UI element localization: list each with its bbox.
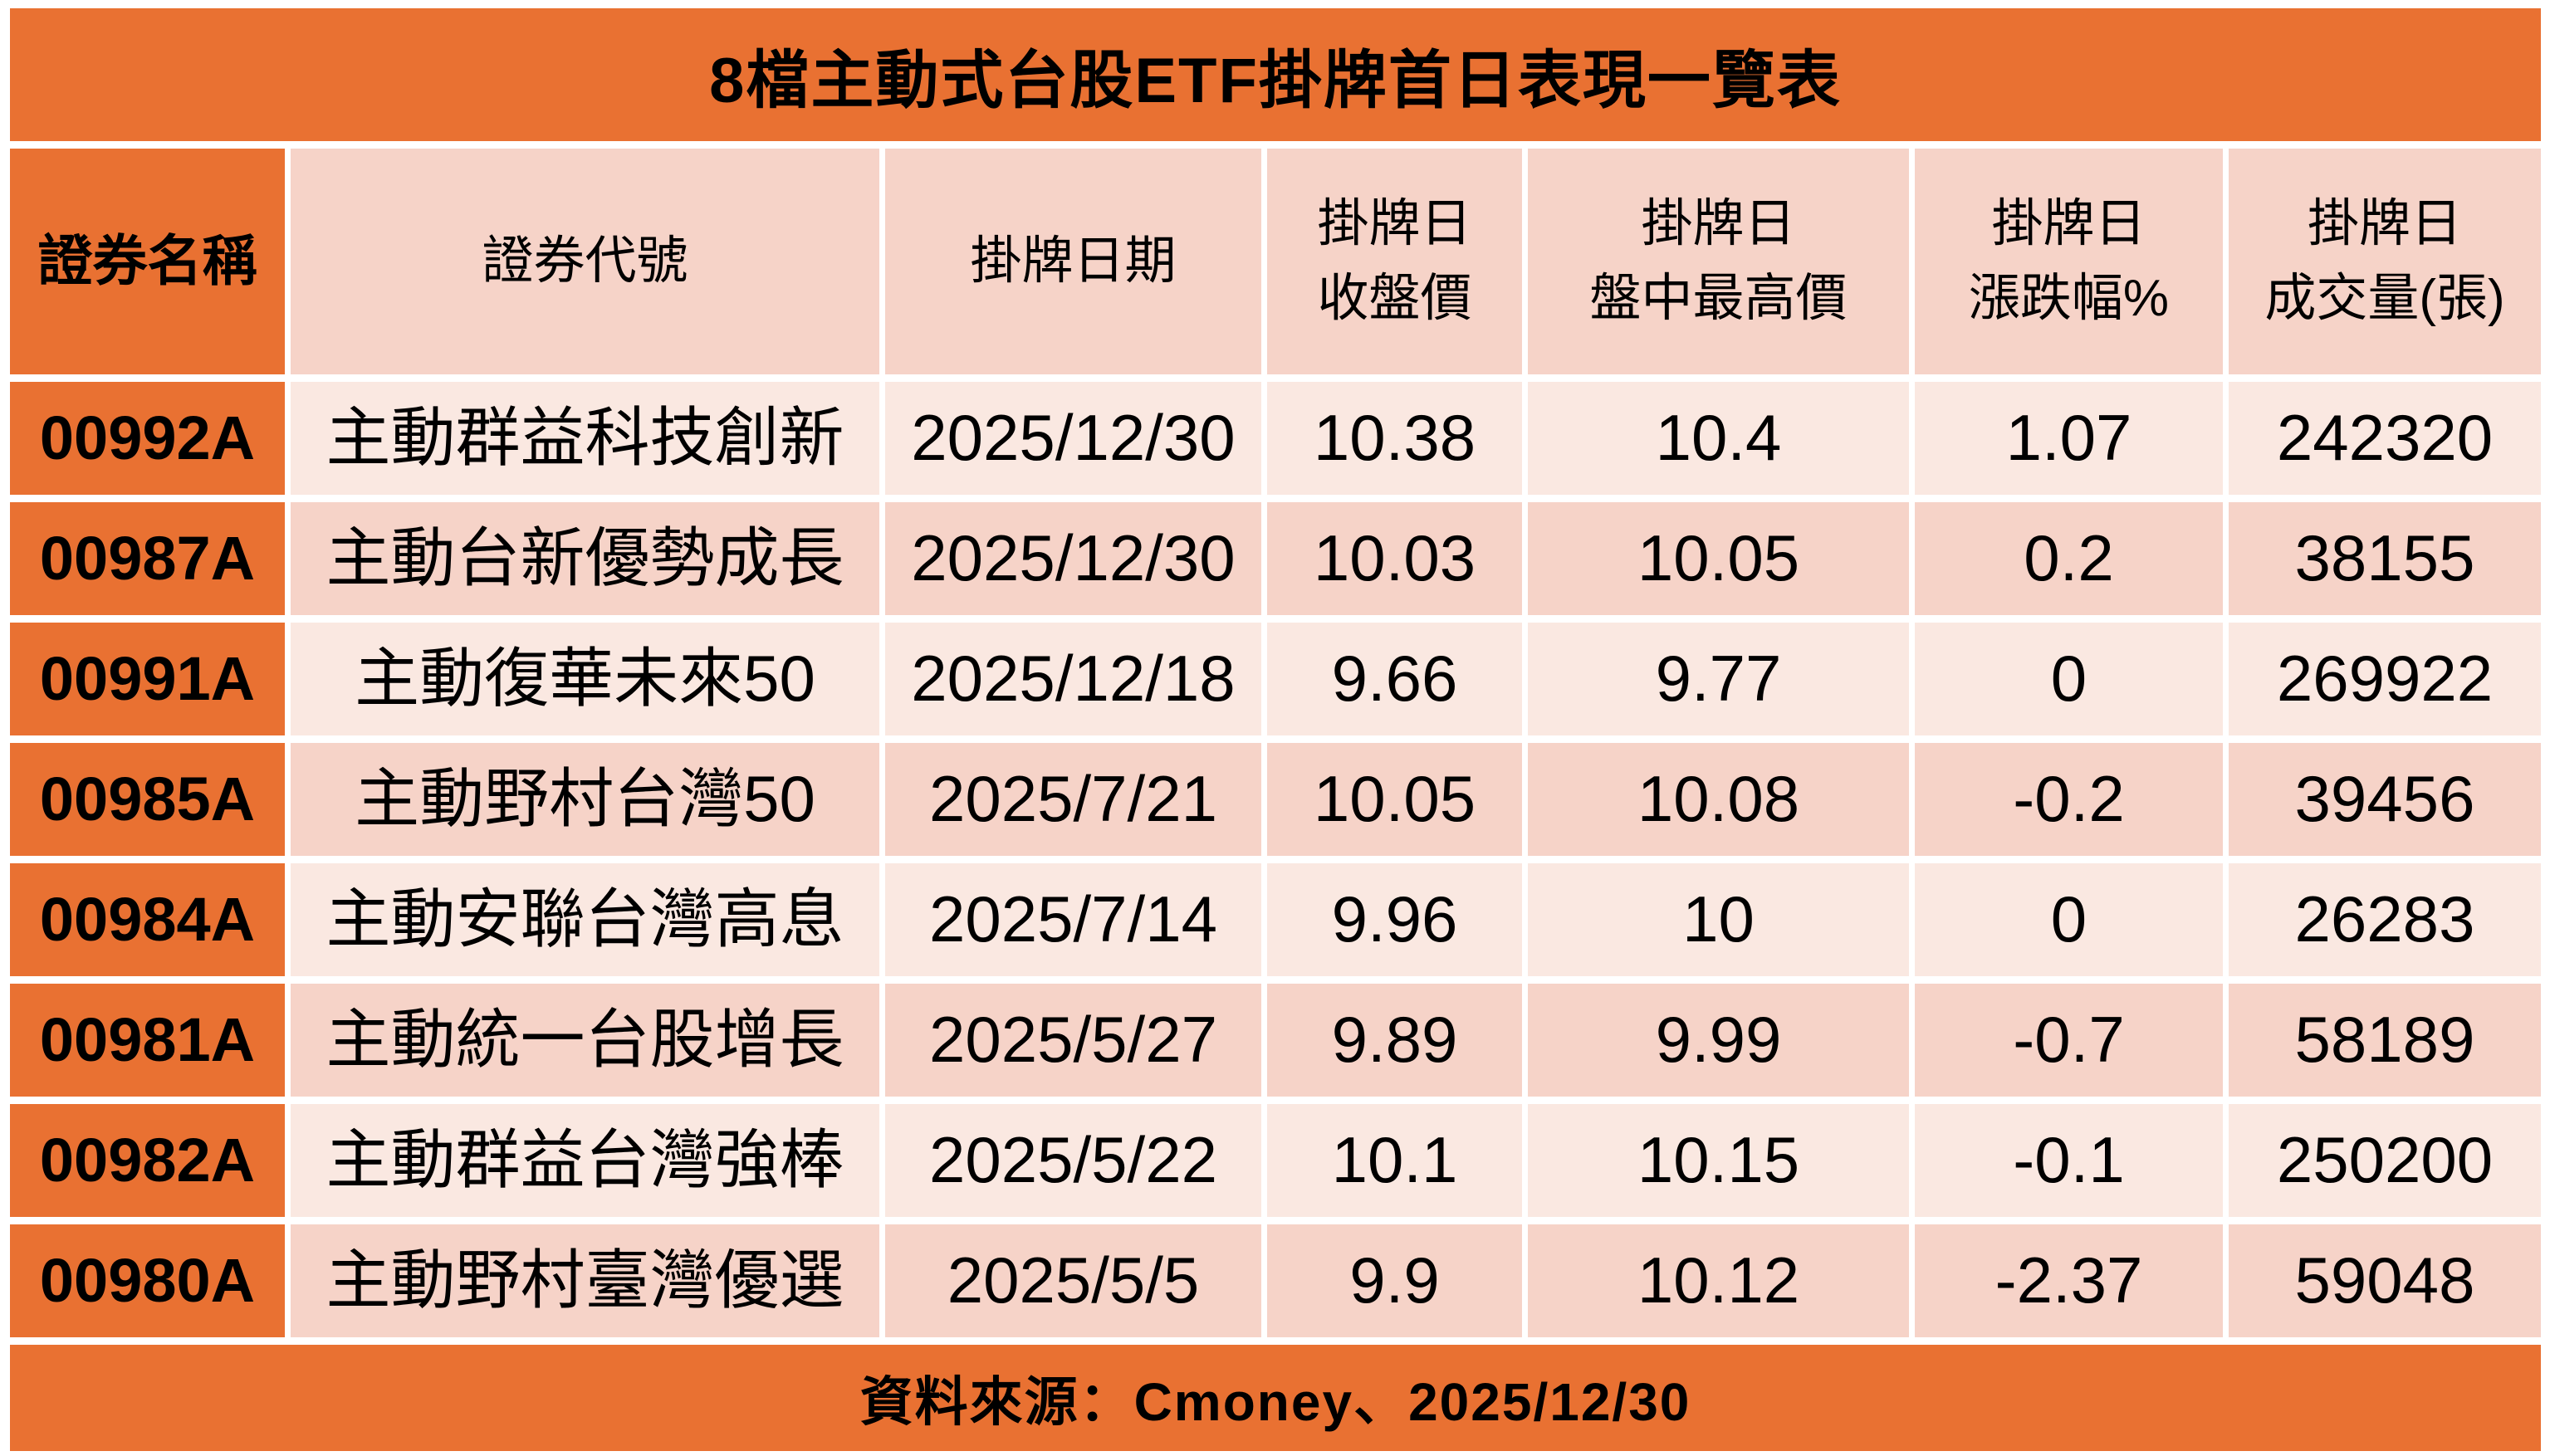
cell-change-row-7: -0.1 <box>1915 1104 2223 1217</box>
cell-high-row-5: 10 <box>1528 863 1909 976</box>
header-cell-code: 證券名稱 <box>10 149 285 374</box>
cell-volume-row-6: 58189 <box>2229 984 2541 1097</box>
cell-change-row-1: 1.07 <box>1915 382 2223 495</box>
cell-name-row-8: 主動野村臺灣優選 <box>291 1224 879 1337</box>
cell-name-row-6: 主動統一台股增長 <box>291 984 879 1097</box>
cell-close-row-1: 10.38 <box>1267 382 1522 495</box>
cell-high-row-1: 10.4 <box>1528 382 1909 495</box>
header-cell-high: 掛牌日 盤中最高價 <box>1528 149 1909 374</box>
cell-code-row-6: 00981A <box>10 984 285 1097</box>
header-cell-date: 掛牌日期 <box>885 149 1261 374</box>
cell-code-row-1: 00992A <box>10 382 285 495</box>
source-note: 資料來源：Cmoney、2025/12/30 <box>10 1345 2541 1451</box>
cell-close-row-6: 9.89 <box>1267 984 1522 1097</box>
cell-date-row-5: 2025/7/14 <box>885 863 1261 976</box>
cell-change-row-5: 0 <box>1915 863 2223 976</box>
cell-change-row-8: -2.37 <box>1915 1224 2223 1337</box>
cell-name-row-3: 主動復華未來50 <box>291 623 879 735</box>
cell-date-row-1: 2025/12/30 <box>885 382 1261 495</box>
cell-volume-row-5: 26283 <box>2229 863 2541 976</box>
cell-volume-row-4: 39456 <box>2229 743 2541 856</box>
cell-code-row-3: 00991A <box>10 623 285 735</box>
cell-close-row-8: 9.9 <box>1267 1224 1522 1337</box>
cell-high-row-7: 10.15 <box>1528 1104 1909 1217</box>
table-title: 8檔主動式台股ETF掛牌首日表現一覽表 <box>10 8 2541 141</box>
cell-volume-row-8: 59048 <box>2229 1224 2541 1337</box>
cell-close-row-5: 9.96 <box>1267 863 1522 976</box>
cell-code-row-2: 00987A <box>10 502 285 615</box>
cell-date-row-3: 2025/12/18 <box>885 623 1261 735</box>
cell-high-row-6: 9.99 <box>1528 984 1909 1097</box>
cell-close-row-2: 10.03 <box>1267 502 1522 615</box>
cell-high-row-8: 10.12 <box>1528 1224 1909 1337</box>
header-cell-name: 證券代號 <box>291 149 879 374</box>
cell-high-row-3: 9.77 <box>1528 623 1909 735</box>
cell-close-row-3: 9.66 <box>1267 623 1522 735</box>
cell-name-row-5: 主動安聯台灣高息 <box>291 863 879 976</box>
cell-close-row-7: 10.1 <box>1267 1104 1522 1217</box>
cell-close-row-4: 10.05 <box>1267 743 1522 856</box>
cell-name-row-2: 主動台新優勢成長 <box>291 502 879 615</box>
cell-high-row-2: 10.05 <box>1528 502 1909 615</box>
cell-change-row-4: -0.2 <box>1915 743 2223 856</box>
header-cell-close: 掛牌日 收盤價 <box>1267 149 1522 374</box>
header-cell-change: 掛牌日 漲跌幅% <box>1915 149 2223 374</box>
cell-change-row-3: 0 <box>1915 623 2223 735</box>
cell-change-row-2: 0.2 <box>1915 502 2223 615</box>
cell-change-row-6: -0.7 <box>1915 984 2223 1097</box>
cell-name-row-1: 主動群益科技創新 <box>291 382 879 495</box>
cell-volume-row-7: 250200 <box>2229 1104 2541 1217</box>
cell-high-row-4: 10.08 <box>1528 743 1909 856</box>
cell-code-row-5: 00984A <box>10 863 285 976</box>
cell-volume-row-1: 242320 <box>2229 382 2541 495</box>
cell-date-row-6: 2025/5/27 <box>885 984 1261 1097</box>
header-cell-volume: 掛牌日 成交量(張) <box>2229 149 2541 374</box>
cell-code-row-8: 00980A <box>10 1224 285 1337</box>
cell-volume-row-3: 269922 <box>2229 623 2541 735</box>
cell-date-row-4: 2025/7/21 <box>885 743 1261 856</box>
cell-code-row-7: 00982A <box>10 1104 285 1217</box>
cell-date-row-8: 2025/5/5 <box>885 1224 1261 1337</box>
cell-code-row-4: 00985A <box>10 743 285 856</box>
cell-name-row-4: 主動野村台灣50 <box>291 743 879 856</box>
cell-name-row-7: 主動群益台灣強棒 <box>291 1104 879 1217</box>
etf-table: 證券名稱 證券代號 掛牌日期 掛牌日 收盤價 掛牌日 盤中最高價 掛牌日 漲跌幅% 掛牌日 … <box>10 149 2541 1337</box>
cell-volume-row-2: 38155 <box>2229 502 2541 615</box>
cell-date-row-7: 2025/5/22 <box>885 1104 1261 1217</box>
cell-date-row-2: 2025/12/30 <box>885 502 1261 615</box>
